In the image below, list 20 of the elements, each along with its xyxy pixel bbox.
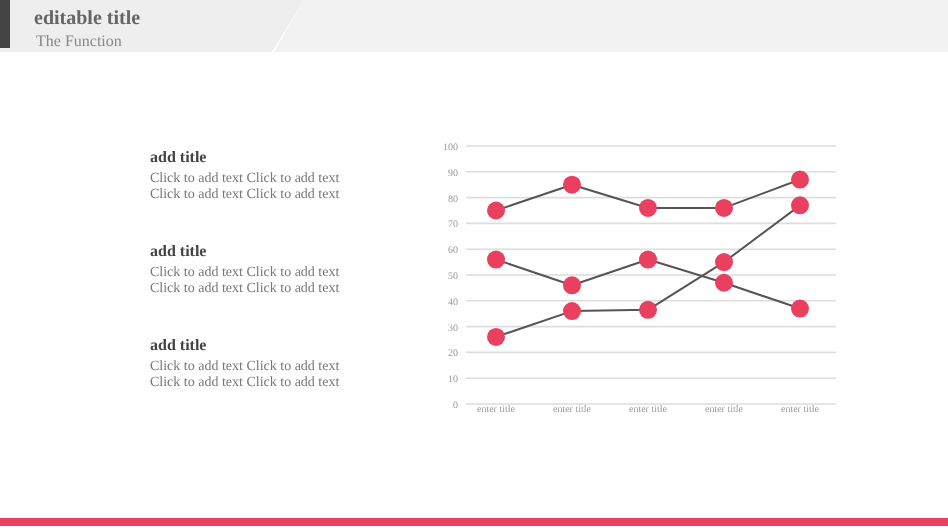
- point: [487, 201, 505, 220]
- text: add title: [150, 148, 208, 166]
- text: The Function: [36, 32, 122, 50]
- point: [639, 250, 657, 269]
- point: [563, 276, 581, 295]
- point: [487, 327, 505, 346]
- point: [791, 170, 809, 189]
- text: add title: [150, 242, 208, 260]
- point: [715, 253, 733, 272]
- point: [563, 302, 581, 321]
- point: [487, 250, 505, 269]
- point: [639, 300, 657, 319]
- point: [639, 198, 657, 217]
- point: [791, 196, 809, 215]
- text: editable title: [34, 8, 142, 30]
- point: [715, 273, 733, 292]
- point: [791, 299, 809, 318]
- text: add title: [150, 336, 208, 354]
- point: [563, 175, 581, 194]
- point: [715, 198, 733, 217]
